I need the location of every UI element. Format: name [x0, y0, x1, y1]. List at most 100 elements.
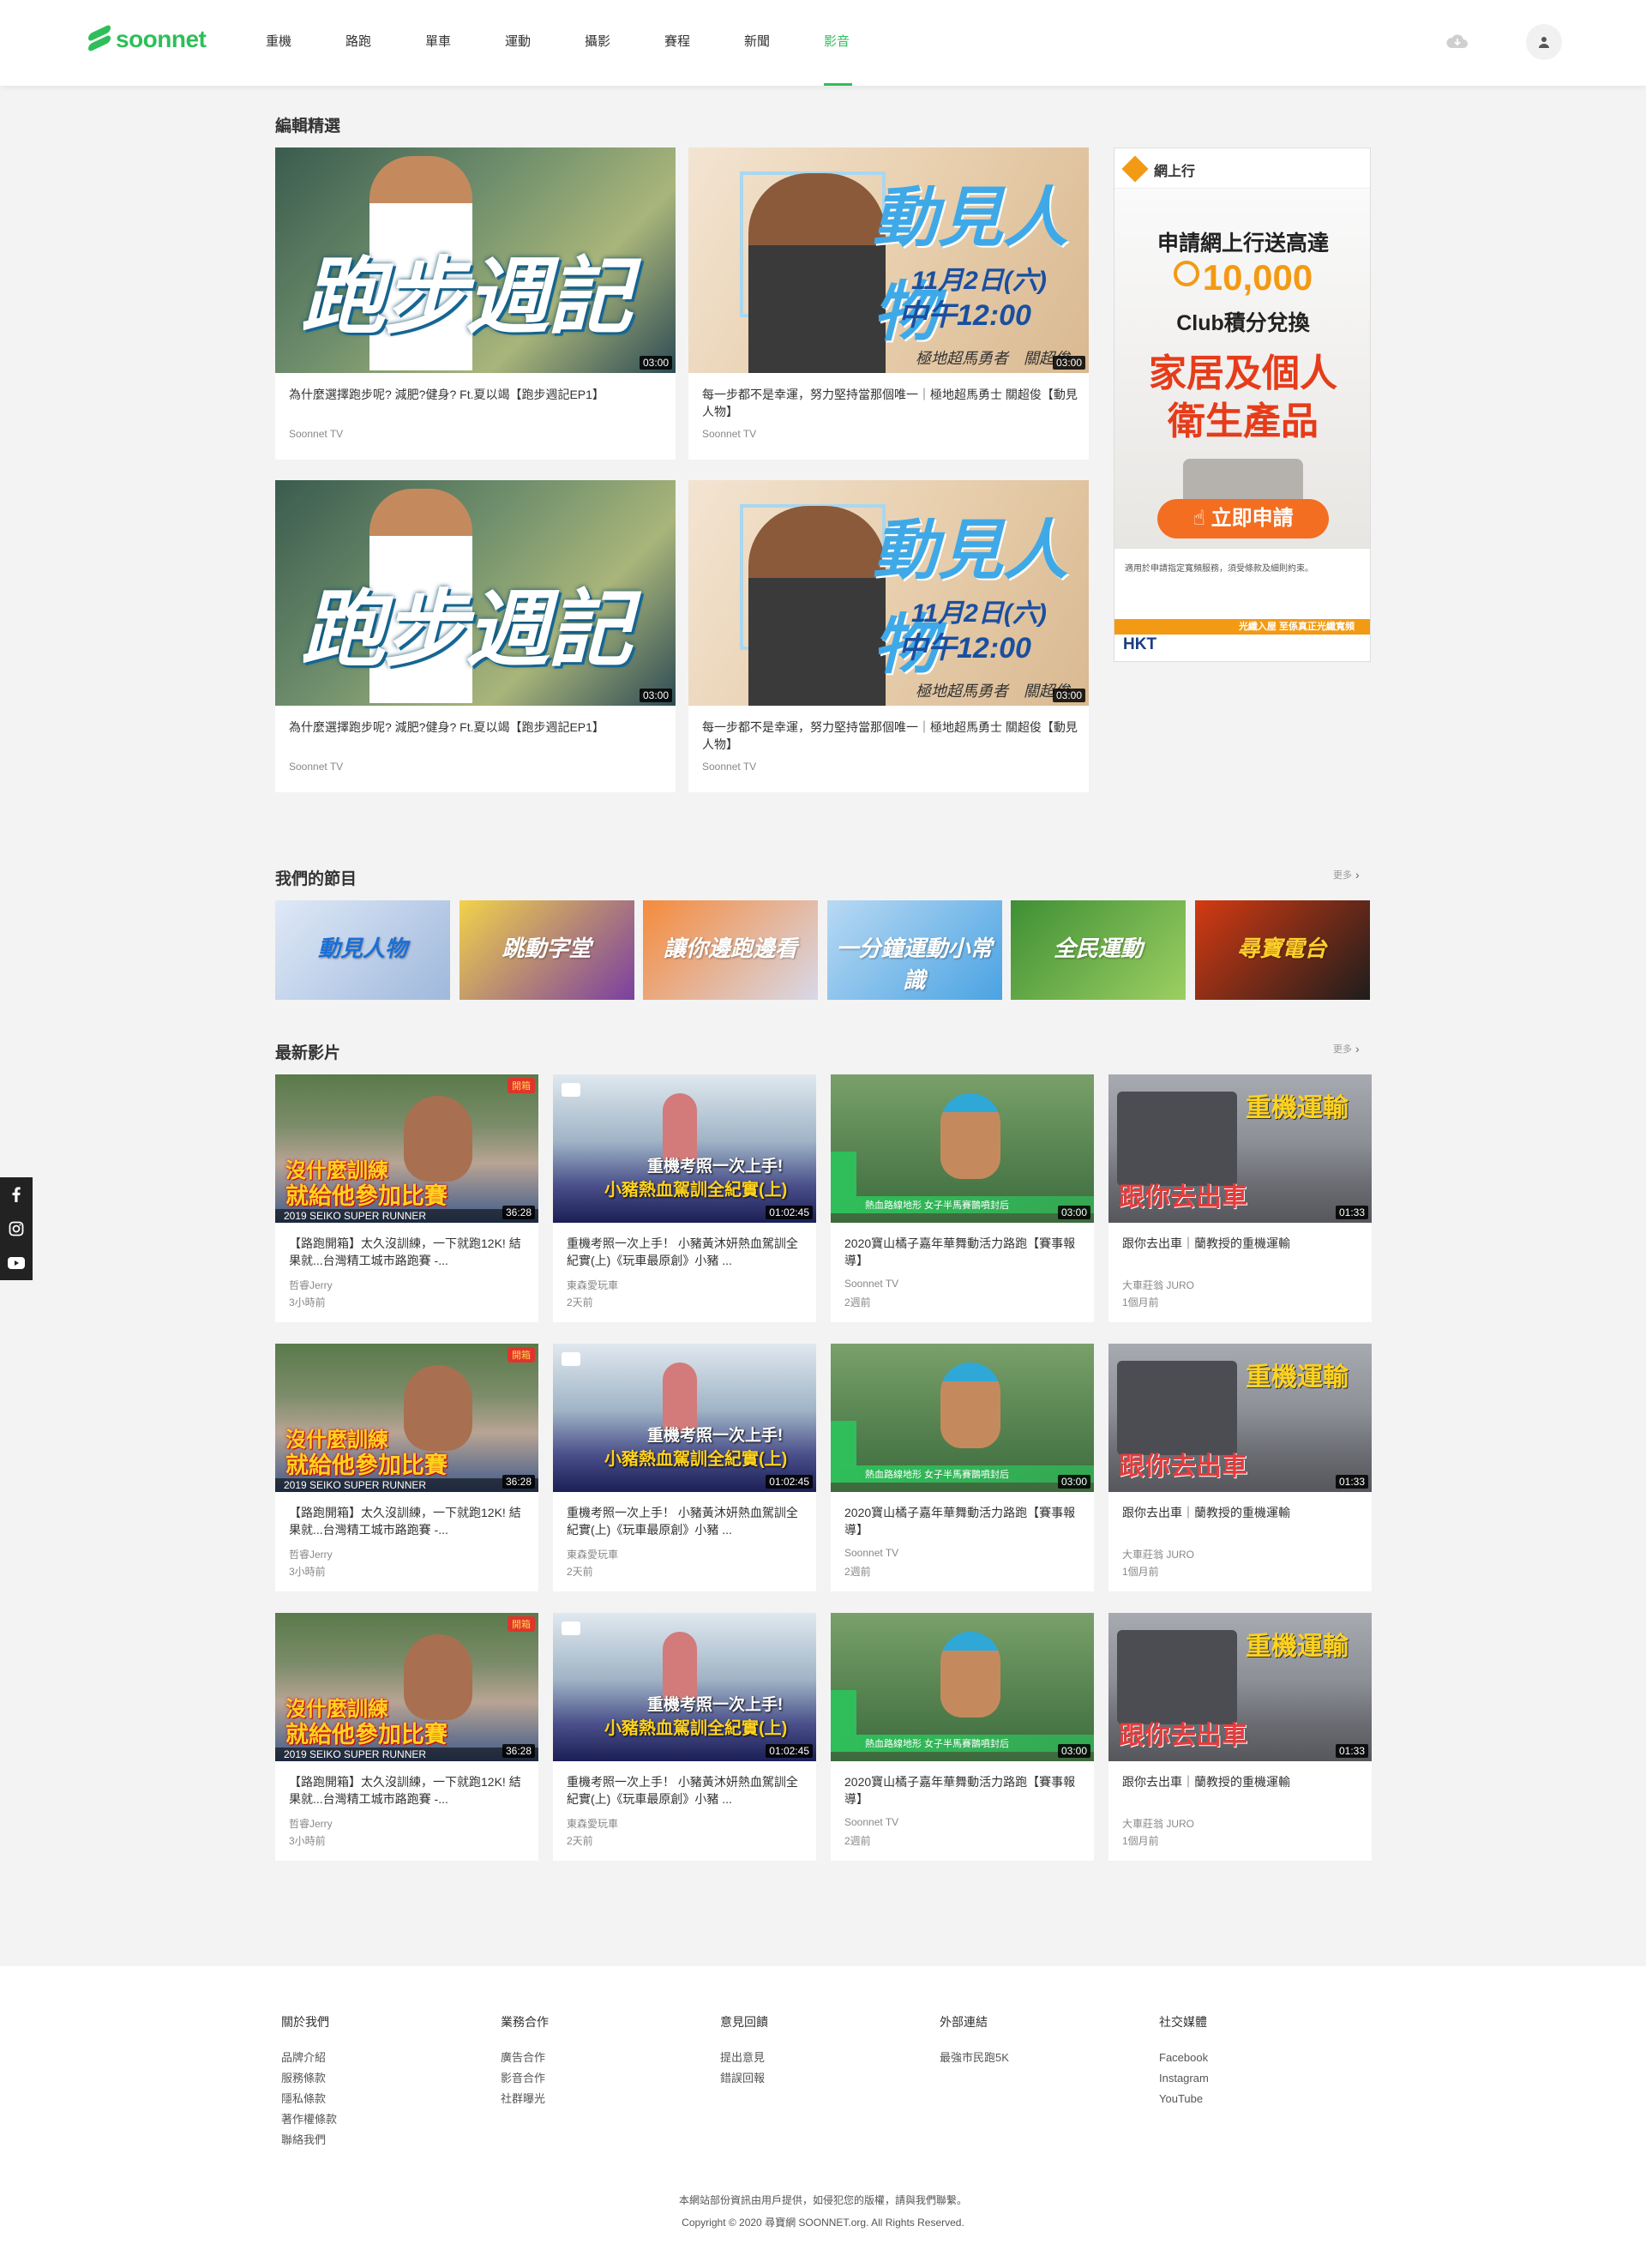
footer-column-title: 業務合作 [501, 2015, 549, 2029]
ad-banner[interactable]: 網上行 申請網上行送高達 10,000 Club積分兌換 家居及個人 衛生產品 … [1114, 147, 1371, 662]
video-title[interactable]: 重機考照一次上手！ 小豬黃沐妍熱血駕訓全紀實(上)《玩車最原創》小豬 ... [567, 1506, 798, 1537]
video-card[interactable]: 重機考照一次上手! 小豬熱血駕訓全紀實(上) 01:02:45 重機考照一次上手！ 小… [553, 1344, 816, 1591]
program-thumbnail[interactable]: 動見人物 [275, 900, 450, 1000]
video-card[interactable]: 開箱 沒什麼訓練 就給他參加比賽 2019 SEIKO SUPER RUNNER 36:… [275, 1613, 538, 1861]
video-card[interactable]: 熱血路線地形 女子半馬賽鵲噴封后 03:00 2020寶山橘子嘉年華舞動活力路跑【賽… [831, 1074, 1094, 1322]
video-title[interactable]: 【路跑開箱】太久沒訓練，一下就跑12K! 結果就...台灣精工城市路跑賽 -..… [289, 1236, 521, 1267]
video-thumbnail[interactable]: 熱血路線地形 女子半馬賽鵲噴封后 03:00 [831, 1613, 1094, 1761]
nav-item[interactable]: 攝影 [585, 34, 611, 49]
video-author: 哲睿Jerry [289, 1818, 333, 1830]
video-card[interactable]: 熱血路線地形 女子半馬賽鵲噴封后 03:00 2020寶山橘子嘉年華舞動活力路跑【賽… [831, 1344, 1094, 1591]
featured-card[interactable]: 動見人物 11月2日(六) 中午12:00 極地超馬勇者 關超俊 03:00 每一步都不是… [688, 147, 1089, 460]
featured-card[interactable]: 跑步週記 03:00 為什麼選擇跑步呢? 減肥?健身? Ft.夏以竭【跑步週記EP1… [275, 480, 676, 792]
video-card[interactable]: 重機考照一次上手! 小豬熱血駕訓全紀實(上) 01:02:45 重機考照一次上手！ 小… [553, 1074, 816, 1322]
video-thumbnail[interactable]: 重機考照一次上手! 小豬熱血駕訓全紀實(上) 01:02:45 [553, 1344, 816, 1492]
video-thumbnail[interactable]: 跑步週記 03:00 [275, 480, 676, 706]
video-card[interactable]: 重機考照一次上手! 小豬熱血駕訓全紀實(上) 01:02:45 重機考照一次上手！ 小… [553, 1613, 816, 1861]
video-title[interactable]: 2020寶山橘子嘉年華舞動活力路跑【賽事報導】 [844, 1506, 1076, 1537]
footer-link[interactable]: Facebook [1159, 2051, 1209, 2064]
runner-face [404, 1634, 472, 1720]
footer-link[interactable]: 品牌介紹 [281, 2051, 327, 2064]
video-duration: 03:00 [639, 356, 672, 370]
video-title[interactable]: 重機考照一次上手！ 小豬黃沐妍熱血駕訓全紀實(上)《玩車最原創》小豬 ... [567, 1775, 798, 1806]
cloud-icon[interactable] [1445, 33, 1469, 50]
featured-card[interactable]: 跑步週記 03:00 為什麼選擇跑步呢? 減肥?健身? Ft.夏以竭【跑步週記EP1… [275, 147, 676, 460]
video-title[interactable]: 為什麼選擇跑步呢? 減肥?健身? Ft.夏以竭【跑步週記EP1】 [289, 720, 604, 734]
video-title[interactable]: 每一步都不是幸運，努力堅持當那個唯一｜極地超馬勇士 關超俊【動見人物】 [702, 720, 1078, 751]
program-thumbnail[interactable]: 一分鐘運動小常識 [826, 900, 1002, 1000]
instagram-icon[interactable] [0, 1212, 33, 1246]
program-label: 動見人物 [317, 935, 407, 961]
nav-item[interactable]: 賽程 [664, 34, 691, 49]
program-thumbnail[interactable]: 尋寶電台 [1194, 900, 1370, 1000]
video-title[interactable]: 重機考照一次上手！ 小豬黃沐妍熱血駕訓全紀實(上)《玩車最原創》小豬 ... [567, 1236, 798, 1267]
footer-link[interactable]: 影音合作 [501, 2072, 546, 2085]
video-title[interactable]: 跟你去出車｜蘭教授的重機運輸 [1122, 1236, 1290, 1250]
footer-link[interactable]: 著作權條款 [281, 2113, 338, 2126]
video-thumbnail[interactable]: 熱血路線地形 女子半馬賽鵲噴封后 03:00 [831, 1074, 1094, 1223]
program-thumbnail[interactable]: 全民運動 [1011, 900, 1186, 1000]
programs-more-link[interactable]: 更多 › [1333, 868, 1360, 881]
video-title[interactable]: 【路跑開箱】太久沒訓練，一下就跑12K! 結果就...台灣精工城市路跑賽 -..… [289, 1775, 521, 1806]
featured-card[interactable]: 動見人物 11月2日(六) 中午12:00 極地超馬勇者 關超俊 03:00 每一步都不是… [688, 480, 1089, 792]
program-thumbnail[interactable]: 讓你邊跑邊看 [643, 900, 818, 1000]
video-thumbnail[interactable]: 重機運輸 跟你去出車 01:33 [1108, 1074, 1372, 1223]
video-title[interactable]: 每一步都不是幸運，努力堅持當那個唯一｜極地超馬勇士 關超俊【動見人物】 [702, 388, 1078, 418]
video-thumbnail[interactable]: 重機運輸 跟你去出車 01:33 [1108, 1344, 1372, 1492]
video-thumbnail[interactable]: 開箱 沒什麼訓練 就給他參加比賽 2019 SEIKO SUPER RUNNER 36:… [275, 1613, 538, 1761]
footer-link[interactable]: 服務條款 [281, 2072, 327, 2085]
program-thumbnail[interactable]: 跳動字堂 [459, 900, 634, 1000]
video-thumbnail[interactable]: 開箱 沒什麼訓練 就給他參加比賽 2019 SEIKO SUPER RUNNER 36:… [275, 1344, 538, 1492]
ad-cta-label: 立即申請 [1210, 507, 1294, 530]
video-title[interactable]: 跟你去出車｜蘭教授的重機運輸 [1122, 1506, 1290, 1519]
footer-link[interactable]: 聯絡我們 [281, 2133, 327, 2146]
footer-link[interactable]: 提出意見 [720, 2051, 766, 2064]
nav-item[interactable]: 路跑 [345, 34, 372, 49]
footer-link[interactable]: YouTube [1159, 2092, 1204, 2105]
footer-link[interactable]: 最強市民跑5K [940, 2051, 1009, 2064]
thumb-line1: 重機運輸 [1246, 1094, 1349, 1122]
video-thumbnail[interactable]: 熱血路線地形 女子半馬賽鵲噴封后 03:00 [831, 1344, 1094, 1492]
thumb-line1: 沒什麼訓練 [285, 1429, 388, 1452]
video-thumbnail[interactable]: 動見人物 11月2日(六) 中午12:00 極地超馬勇者 關超俊 03:00 [688, 147, 1089, 373]
video-thumbnail[interactable]: 動見人物 11月2日(六) 中午12:00 極地超馬勇者 關超俊 03:00 [688, 480, 1089, 706]
footer-link[interactable]: Instagram [1159, 2072, 1209, 2085]
video-thumbnail[interactable]: 重機考照一次上手! 小豬熱血駕訓全紀實(上) 01:02:45 [553, 1074, 816, 1223]
video-title[interactable]: 【路跑開箱】太久沒訓練，一下就跑12K! 結果就...台灣精工城市路跑賽 -..… [289, 1506, 521, 1537]
footer-copyright: Copyright © 2020 尋寶網 SOONNET.org. All Ri… [682, 2217, 964, 2229]
footer-link[interactable]: 社群曝光 [501, 2092, 546, 2105]
footer-link[interactable]: 隱私條款 [281, 2092, 327, 2105]
video-title[interactable]: 2020寶山橘子嘉年華舞動活力路跑【賽事報導】 [844, 1775, 1076, 1806]
video-card[interactable]: 熱血路線地形 女子半馬賽鵲噴封后 03:00 2020寶山橘子嘉年華舞動活力路跑【賽… [831, 1613, 1094, 1861]
video-card[interactable]: 重機運輸 跟你去出車 01:33 跟你去出車｜蘭教授的重機運輸 大車莊翁 JURO 1個月… [1108, 1613, 1372, 1861]
video-thumbnail[interactable]: 跑步週記 03:00 [275, 147, 676, 373]
ad-body: 申請網上行送高達 10,000 Club積分兌換 家居及個人 衛生產品 ☝ 立即… [1114, 189, 1370, 549]
nav-item[interactable]: 影音 [824, 0, 904, 86]
video-title[interactable]: 跟你去出車｜蘭教授的重機運輸 [1122, 1775, 1290, 1789]
footer-link[interactable]: 廣告合作 [501, 2051, 546, 2064]
video-thumbnail[interactable]: 重機考照一次上手! 小豬熱血駕訓全紀實(上) 01:02:45 [553, 1613, 816, 1761]
nav-item[interactable]: 新聞 [744, 34, 771, 49]
video-thumbnail[interactable]: 開箱 沒什麼訓練 就給他參加比賽 2019 SEIKO SUPER RUNNER 36:… [275, 1074, 538, 1223]
video-card[interactable]: 開箱 沒什麼訓練 就給他參加比賽 2019 SEIKO SUPER RUNNER 36:… [275, 1344, 538, 1591]
logo[interactable]: soonnet [88, 23, 207, 53]
nav-item[interactable]: 運動 [505, 34, 532, 49]
nav-item[interactable]: 重機 [266, 34, 292, 49]
video-title[interactable]: 為什麼選擇跑步呢? 減肥?健身? Ft.夏以竭【跑步週記EP1】 [289, 388, 604, 401]
video-card[interactable]: 重機運輸 跟你去出車 01:33 跟你去出車｜蘭教授的重機運輸 大車莊翁 JURO 1個月… [1108, 1074, 1372, 1322]
video-card[interactable]: 開箱 沒什麼訓練 就給他參加比賽 2019 SEIKO SUPER RUNNER 36:… [275, 1074, 538, 1322]
ad-brand: 網上行 [1154, 165, 1196, 179]
video-title[interactable]: 2020寶山橘子嘉年華舞動活力路跑【賽事報導】 [844, 1236, 1076, 1267]
footer-link[interactable]: 錯誤回報 [720, 2072, 766, 2085]
chevron-right-icon: › [1355, 1042, 1360, 1056]
youtube-icon[interactable] [0, 1246, 33, 1280]
user-icon[interactable] [1526, 24, 1562, 60]
video-thumbnail[interactable]: 重機運輸 跟你去出車 01:33 [1108, 1613, 1372, 1761]
video-card[interactable]: 重機運輸 跟你去出車 01:33 跟你去出車｜蘭教授的重機運輸 大車莊翁 JURO 1個月… [1108, 1344, 1372, 1591]
thumb-line2: 小豬熱血駕訓全紀實(上) [604, 1450, 788, 1469]
latest-more-label: 更多 [1333, 1044, 1352, 1055]
ad-cta-button[interactable]: ☝ 立即申請 [1157, 499, 1329, 538]
nav-item[interactable]: 單車 [425, 34, 452, 49]
facebook-icon[interactable] [0, 1177, 33, 1212]
latest-more-link[interactable]: 更多 › [1333, 1042, 1360, 1056]
